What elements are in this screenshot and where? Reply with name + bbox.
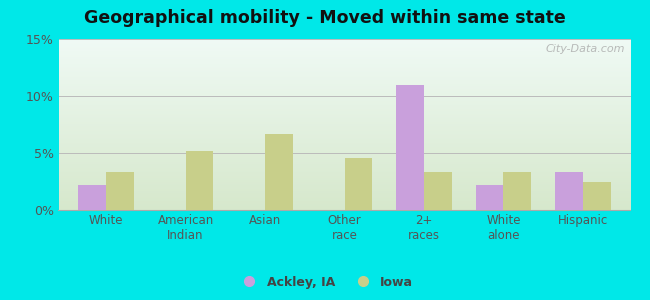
Bar <box>555 172 583 210</box>
Bar <box>424 172 452 210</box>
Legend: Ackley, IA, Iowa: Ackley, IA, Iowa <box>232 271 418 294</box>
Text: Geographical mobility - Moved within same state: Geographical mobility - Moved within sam… <box>84 9 566 27</box>
Bar <box>344 158 372 210</box>
Bar <box>396 85 424 210</box>
Bar <box>503 172 531 210</box>
Bar <box>79 185 106 210</box>
Bar <box>186 151 213 210</box>
Bar <box>265 134 293 210</box>
Bar <box>476 185 503 210</box>
Text: City-Data.com: City-Data.com <box>545 44 625 54</box>
Bar <box>106 172 134 210</box>
Bar <box>583 182 610 210</box>
